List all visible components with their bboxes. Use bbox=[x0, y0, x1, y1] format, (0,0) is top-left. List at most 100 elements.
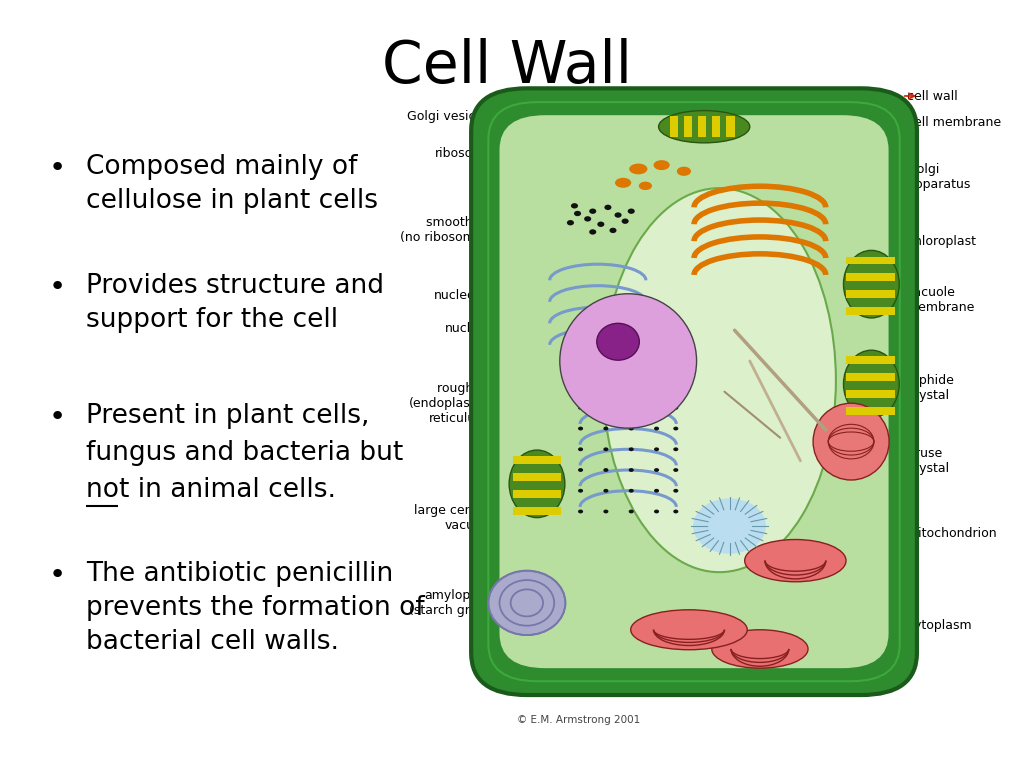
Ellipse shape bbox=[631, 610, 748, 650]
Ellipse shape bbox=[488, 571, 565, 635]
Bar bbox=[513, 490, 561, 498]
Bar bbox=[513, 473, 561, 481]
Ellipse shape bbox=[589, 209, 596, 214]
Ellipse shape bbox=[654, 510, 659, 514]
Ellipse shape bbox=[629, 468, 634, 472]
Text: fungus and bacteria but: fungus and bacteria but bbox=[86, 440, 403, 466]
Ellipse shape bbox=[639, 181, 652, 190]
Ellipse shape bbox=[628, 209, 635, 214]
Ellipse shape bbox=[629, 406, 634, 410]
Bar bbox=[684, 116, 692, 137]
Ellipse shape bbox=[654, 406, 659, 410]
Ellipse shape bbox=[578, 427, 583, 431]
Ellipse shape bbox=[658, 111, 750, 143]
Ellipse shape bbox=[813, 403, 889, 480]
Ellipse shape bbox=[844, 250, 899, 318]
Ellipse shape bbox=[673, 510, 678, 514]
Ellipse shape bbox=[560, 294, 696, 429]
Text: vacuole
membrane: vacuole membrane bbox=[907, 286, 975, 313]
Ellipse shape bbox=[693, 498, 766, 554]
Text: mitochondrion: mitochondrion bbox=[907, 528, 997, 540]
Text: not in animal cells.: not in animal cells. bbox=[86, 477, 336, 503]
Ellipse shape bbox=[744, 539, 846, 582]
Text: cell wall: cell wall bbox=[907, 90, 957, 102]
Ellipse shape bbox=[603, 489, 608, 493]
Bar bbox=[713, 116, 721, 137]
Ellipse shape bbox=[597, 323, 639, 360]
Text: •: • bbox=[48, 403, 66, 431]
Ellipse shape bbox=[609, 228, 616, 233]
Text: nucleus: nucleus bbox=[445, 323, 494, 335]
Text: nucleolus: nucleolus bbox=[434, 290, 494, 302]
Ellipse shape bbox=[622, 218, 629, 224]
Ellipse shape bbox=[578, 510, 583, 514]
Text: •: • bbox=[48, 561, 66, 588]
Ellipse shape bbox=[654, 427, 659, 431]
Text: smooth ER
(no ribosomes): smooth ER (no ribosomes) bbox=[399, 217, 494, 244]
Ellipse shape bbox=[677, 167, 691, 176]
Text: Composed mainly of
cellulose in plant cells: Composed mainly of cellulose in plant ce… bbox=[86, 154, 378, 214]
Text: ribosome: ribosome bbox=[435, 147, 494, 160]
Bar bbox=[698, 116, 707, 137]
Ellipse shape bbox=[603, 406, 608, 410]
Ellipse shape bbox=[614, 212, 622, 218]
Ellipse shape bbox=[654, 447, 659, 452]
Ellipse shape bbox=[574, 211, 581, 217]
Bar bbox=[513, 456, 561, 464]
Text: Provides structure and
support for the cell: Provides structure and support for the c… bbox=[86, 273, 384, 333]
Ellipse shape bbox=[603, 510, 608, 514]
Text: •: • bbox=[48, 273, 66, 300]
Ellipse shape bbox=[604, 205, 611, 210]
Ellipse shape bbox=[509, 450, 565, 518]
Ellipse shape bbox=[673, 447, 678, 452]
FancyBboxPatch shape bbox=[471, 88, 916, 695]
Bar bbox=[513, 507, 561, 515]
Bar bbox=[846, 390, 895, 398]
Bar bbox=[846, 356, 895, 364]
Bar bbox=[846, 307, 895, 315]
Ellipse shape bbox=[629, 510, 634, 514]
Text: © E.M. Armstrong 2001: © E.M. Armstrong 2001 bbox=[517, 715, 640, 726]
Text: raphide
crystal: raphide crystal bbox=[907, 374, 954, 402]
Ellipse shape bbox=[603, 468, 608, 472]
Text: Golgi
apparatus: Golgi apparatus bbox=[907, 163, 970, 190]
Ellipse shape bbox=[654, 468, 659, 472]
Text: Golgi vesicles: Golgi vesicles bbox=[408, 111, 494, 123]
Ellipse shape bbox=[571, 204, 578, 209]
Bar bbox=[846, 407, 895, 415]
Text: Present in plant cells,: Present in plant cells, bbox=[86, 403, 370, 429]
Text: •: • bbox=[48, 154, 66, 181]
Ellipse shape bbox=[629, 447, 634, 452]
Ellipse shape bbox=[578, 489, 583, 493]
Ellipse shape bbox=[629, 164, 647, 174]
Ellipse shape bbox=[597, 222, 604, 227]
Text: amyloplast
(starch grain): amyloplast (starch grain) bbox=[409, 589, 494, 617]
Text: The antibiotic penicillin
prevents the formation of
bacterial cell walls.: The antibiotic penicillin prevents the f… bbox=[86, 561, 425, 654]
Ellipse shape bbox=[584, 217, 591, 221]
Text: rough ER
(endoplasmic
reticulum): rough ER (endoplasmic reticulum) bbox=[409, 382, 494, 425]
Ellipse shape bbox=[578, 468, 583, 472]
Text: cytoplasm: cytoplasm bbox=[907, 620, 972, 632]
Ellipse shape bbox=[653, 161, 670, 170]
Ellipse shape bbox=[712, 630, 808, 668]
Ellipse shape bbox=[629, 489, 634, 493]
Bar bbox=[726, 116, 734, 137]
Bar bbox=[846, 290, 895, 298]
Ellipse shape bbox=[615, 177, 631, 187]
Text: large central
vacuole: large central vacuole bbox=[414, 505, 494, 532]
Ellipse shape bbox=[578, 447, 583, 452]
Ellipse shape bbox=[578, 406, 583, 410]
Ellipse shape bbox=[844, 350, 899, 418]
Ellipse shape bbox=[654, 489, 659, 493]
Ellipse shape bbox=[629, 427, 634, 431]
Ellipse shape bbox=[673, 489, 678, 493]
Bar bbox=[670, 116, 678, 137]
Ellipse shape bbox=[567, 220, 574, 226]
Ellipse shape bbox=[603, 188, 836, 572]
Bar bbox=[846, 373, 895, 381]
Bar bbox=[846, 257, 895, 264]
Ellipse shape bbox=[673, 468, 678, 472]
FancyBboxPatch shape bbox=[500, 115, 889, 668]
Text: Cell Wall: Cell Wall bbox=[382, 38, 632, 95]
Text: chloroplast: chloroplast bbox=[907, 236, 976, 248]
